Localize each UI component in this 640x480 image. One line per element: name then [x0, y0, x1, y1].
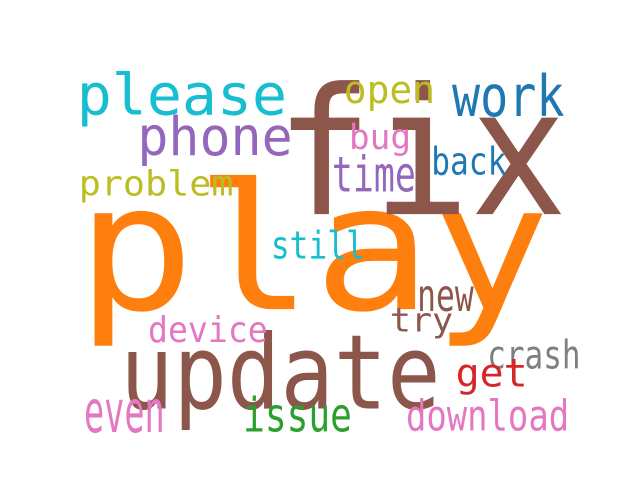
- word-download: download: [405, 390, 570, 441]
- word-bug: bug: [348, 116, 412, 158]
- word-still: still: [270, 222, 365, 268]
- word-issue: issue: [243, 387, 352, 443]
- word-new: new: [417, 269, 474, 322]
- word-try: try: [389, 301, 454, 340]
- word-back: back: [431, 138, 507, 184]
- word-problem: problem: [78, 163, 234, 204]
- word-please: please: [76, 61, 288, 129]
- word-open: open: [343, 67, 436, 113]
- word-device: device: [148, 308, 268, 351]
- word-fix: fix: [275, 50, 568, 257]
- word-crash: crash: [487, 332, 581, 379]
- word-even: even: [83, 377, 165, 447]
- word-work: work: [452, 62, 565, 130]
- word-time: time: [331, 145, 416, 204]
- word-get: get: [455, 350, 528, 396]
- word-play: play: [76, 145, 551, 352]
- word-update: update: [120, 312, 441, 434]
- word-phone: phone: [137, 105, 293, 168]
